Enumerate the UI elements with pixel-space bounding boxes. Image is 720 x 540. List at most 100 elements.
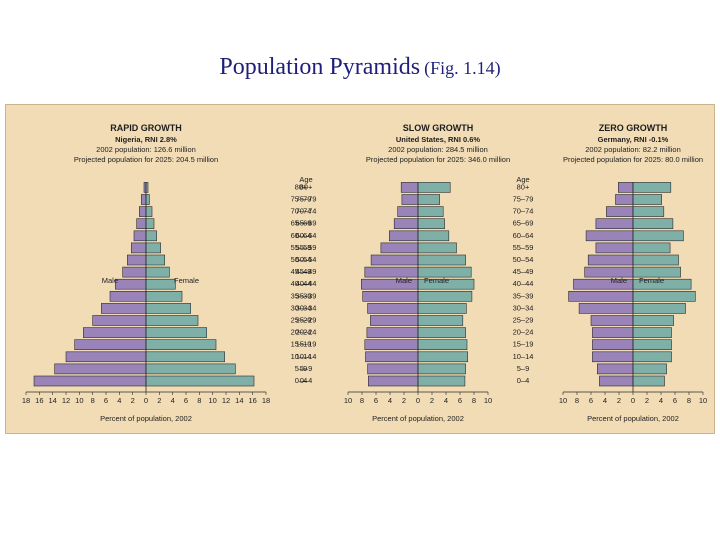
age-tick-label: 75–79 [296, 195, 317, 204]
female-bar [145, 266, 170, 278]
slide-title-main: Population Pyramids [219, 54, 421, 80]
x-tick-label: 4 [117, 396, 121, 405]
x-tick-label: 6 [184, 396, 188, 405]
series-label-female: Female [639, 276, 664, 285]
male-bar [366, 327, 419, 338]
female-bar [145, 351, 225, 363]
male-bar [115, 278, 147, 290]
male-bar [585, 230, 634, 242]
female-bar [145, 230, 157, 242]
age-tick-label: 65–69 [513, 219, 534, 228]
x-tick-label: 18 [22, 396, 30, 405]
x-tick-label: 2 [402, 396, 406, 405]
age-tick-label: 10–14 [291, 352, 312, 361]
x-tick-label: 0 [144, 396, 148, 405]
female-bar [632, 254, 679, 266]
male-bar [393, 218, 419, 229]
x-tick-label: 6 [104, 396, 108, 405]
female-bar [632, 303, 686, 314]
female-bar [632, 363, 667, 375]
chart-title: SLOW GROWTH [403, 123, 474, 133]
x-tick-label: 14 [48, 396, 56, 405]
age-tick-label: 75–79 [291, 195, 312, 204]
x-tick-label: 4 [444, 396, 448, 405]
chart-subtitle: Nigeria, RNI 2.8% [115, 135, 177, 144]
female-bar [417, 218, 445, 229]
male-bar [136, 218, 147, 229]
male-bar [587, 254, 634, 266]
x-tick-label: 4 [603, 396, 607, 405]
female-bar [632, 194, 663, 205]
age-tick-label: 5–9 [517, 364, 530, 373]
male-bar [131, 242, 147, 254]
female-bar [632, 351, 672, 363]
male-bar [362, 291, 419, 302]
age-tick-label: 15–19 [291, 340, 312, 349]
age-tick-label: 15–19 [513, 340, 534, 349]
male-bar [367, 363, 419, 375]
male-bar [133, 230, 147, 242]
chart-subtitle: United States, RNI 0.6% [396, 135, 481, 144]
female-bar [417, 242, 457, 254]
female-bar [145, 242, 161, 254]
male-bar [397, 206, 419, 217]
female-bar [632, 327, 672, 338]
x-tick-label: 2 [157, 396, 161, 405]
female-bar [145, 315, 199, 326]
age-tick-label: 75–79 [513, 195, 534, 204]
male-bar [33, 375, 147, 387]
age-tick-label: 55–59 [513, 243, 534, 252]
x-tick-label: 6 [374, 396, 378, 405]
chart-subtitle: Projected population for 2025: 204.5 mil… [74, 155, 218, 164]
age-tick-label: 20–24 [513, 328, 534, 337]
female-bar [632, 230, 684, 242]
male-bar [617, 182, 634, 193]
age-tick-label: 0–4 [300, 376, 313, 385]
series-label-male: Male [611, 276, 627, 285]
female-bar [417, 230, 450, 242]
male-bar [595, 242, 634, 254]
age-axis-label: Age [516, 175, 529, 184]
x-tick-label: 8 [197, 396, 201, 405]
male-bar [568, 291, 634, 302]
x-tick-label: 0 [631, 396, 635, 405]
x-axis-label: Percent of population, 2002 [587, 414, 679, 423]
x-tick-label: 16 [35, 396, 43, 405]
female-bar [632, 375, 665, 387]
x-tick-label: 2 [131, 396, 135, 405]
age-tick-label: 10–14 [513, 352, 534, 361]
male-bar [74, 339, 147, 350]
male-bar [606, 206, 634, 217]
age-tick-label: 55–59 [296, 243, 317, 252]
age-tick-label: 65–69 [296, 219, 317, 228]
female-bar [632, 206, 665, 217]
male-bar [592, 327, 634, 338]
age-tick-label: 30–34 [291, 303, 312, 312]
x-tick-label: 2 [617, 396, 621, 405]
female-bar [417, 363, 466, 375]
x-tick-label: 6 [458, 396, 462, 405]
x-tick-label: 2 [645, 396, 649, 405]
series-label-male: Male [102, 276, 118, 285]
age-tick-label: 80+ [517, 182, 530, 191]
x-tick-label: 8 [91, 396, 95, 405]
age-tick-label: 55–59 [291, 243, 312, 252]
male-bar [592, 339, 634, 350]
age-tick-label: 30–34 [513, 303, 534, 312]
x-axis-label: Percent of population, 2002 [372, 414, 464, 423]
x-tick-label: 4 [171, 396, 175, 405]
x-tick-label: 10 [559, 396, 567, 405]
female-bar [417, 375, 466, 387]
female-bar [632, 339, 672, 350]
male-bar [595, 218, 634, 229]
age-tick-label: 50–54 [296, 255, 317, 264]
x-tick-label: 0 [416, 396, 420, 405]
age-tick-label: 50–54 [291, 255, 312, 264]
age-tick-label: 80+ [295, 182, 308, 191]
x-tick-label: 10 [699, 396, 707, 405]
age-tick-label: 70–74 [291, 207, 312, 216]
male-bar [83, 327, 147, 338]
male-bar [388, 230, 419, 242]
male-bar [101, 303, 147, 314]
